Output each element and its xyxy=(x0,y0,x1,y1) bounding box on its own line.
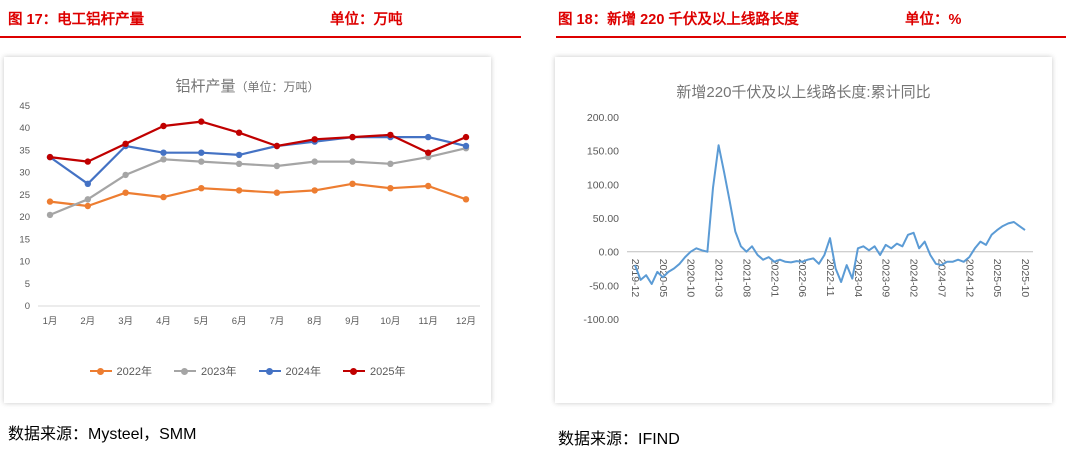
svg-text:3月: 3月 xyxy=(118,316,133,327)
svg-text:2025-10: 2025-10 xyxy=(1019,259,1031,298)
svg-text:45: 45 xyxy=(19,101,30,112)
svg-text:10: 10 xyxy=(19,257,30,268)
legend-item-2023年: 2023年 xyxy=(174,363,237,379)
chart-panel-new-lines: 新增220千伏及以上线路长度:累计同比 -100.00 -50.00 0.00 50.… xyxy=(555,57,1052,403)
chart-panel-aluminum-rod: 铝杆产量（单位：万吨） 0 5 10 15 20 25 30 35 40 45 1月 2月 3月 4月 5月… xyxy=(4,57,491,403)
legend-line-marker xyxy=(342,367,365,375)
svg-text:2023-04: 2023-04 xyxy=(852,259,864,298)
chart1-title: 铝杆产量（单位：万吨） xyxy=(4,57,491,96)
chart1-legend: 2022年 2023年 2024年 2025年 xyxy=(4,363,491,379)
divider-right xyxy=(556,36,1066,38)
legend-label: 2025年 xyxy=(369,366,406,378)
svg-text:2021-03: 2021-03 xyxy=(713,259,725,298)
legend-line-marker xyxy=(258,367,281,375)
figure17-title: 图 17：电工铝杆产量 xyxy=(8,12,145,28)
legend-item-2024年: 2024年 xyxy=(258,363,321,379)
legend-item-2022年: 2022年 xyxy=(89,363,153,379)
chart1-title-unit: （单位：万吨） xyxy=(235,80,320,94)
svg-text:1月: 1月 xyxy=(43,316,58,327)
svg-text:5月: 5月 xyxy=(194,316,209,327)
svg-text:10月: 10月 xyxy=(380,316,400,327)
legend-line-marker xyxy=(89,367,112,375)
svg-text:30: 30 xyxy=(19,168,30,179)
svg-text:50.00: 50.00 xyxy=(593,213,619,225)
svg-text:-50.00: -50.00 xyxy=(589,280,619,292)
chart2-title: 新增220千伏及以上线路长度:累计同比 xyxy=(555,57,1052,102)
figure17-unit: 单位：万吨 xyxy=(330,12,403,28)
svg-text:2024-07: 2024-07 xyxy=(935,259,947,298)
svg-text:200.00: 200.00 xyxy=(587,112,619,124)
source-left: 数据来源：Mysteel，SMM xyxy=(8,426,197,443)
svg-text:11月: 11月 xyxy=(419,316,438,327)
svg-text:-100.00: -100.00 xyxy=(583,314,619,326)
legend-label: 2024年 xyxy=(285,366,321,378)
figure18-title: 图 18：新增 220 千伏及以上线路长度 xyxy=(558,12,799,28)
legend-item-2025年: 2025年 xyxy=(342,363,406,379)
svg-text:0.00: 0.00 xyxy=(599,247,620,259)
divider-left xyxy=(0,36,521,38)
figure18-unit: 单位：% xyxy=(905,12,962,28)
new-lines-yoy-chart: -100.00 -50.00 0.00 50.00 100.00 150.00 200.00… xyxy=(583,112,1033,326)
svg-text:150.00: 150.00 xyxy=(587,146,619,158)
svg-text:2025-05: 2025-05 xyxy=(991,259,1003,298)
svg-text:5: 5 xyxy=(25,279,30,290)
svg-text:4月: 4月 xyxy=(156,316,171,327)
aluminum-rod-output-chart: 0 5 10 15 20 25 30 35 40 45 1月 2月 3月 4月 5月 6月 7月 8月 9月 10月 1… xyxy=(19,101,480,327)
svg-text:2022-06: 2022-06 xyxy=(796,259,808,298)
svg-text:2022-01: 2022-01 xyxy=(768,259,780,298)
svg-text:20: 20 xyxy=(19,212,30,223)
svg-text:2024-12: 2024-12 xyxy=(963,259,975,298)
chart2-title-text: 新增220千伏及以上线路长度:累计同比 xyxy=(676,84,931,101)
svg-text:2024-02: 2024-02 xyxy=(908,259,920,298)
svg-text:7月: 7月 xyxy=(270,316,285,327)
svg-text:2月: 2月 xyxy=(80,316,95,327)
svg-text:9月: 9月 xyxy=(345,316,360,327)
legend-line-marker xyxy=(174,367,197,375)
source-right: 数据来源：IFIND xyxy=(558,431,680,448)
svg-text:2021-08: 2021-08 xyxy=(740,259,752,298)
svg-text:15: 15 xyxy=(19,234,30,245)
svg-text:2023-09: 2023-09 xyxy=(880,259,892,298)
svg-text:0: 0 xyxy=(25,301,30,312)
svg-text:6月: 6月 xyxy=(232,316,247,327)
svg-text:25: 25 xyxy=(19,190,30,201)
chart1-title-text: 铝杆产量 xyxy=(175,78,236,95)
svg-text:35: 35 xyxy=(19,145,30,156)
svg-text:2022-11: 2022-11 xyxy=(824,259,836,297)
svg-text:8月: 8月 xyxy=(307,316,322,327)
svg-text:40: 40 xyxy=(19,123,30,134)
legend-label: 2022年 xyxy=(116,366,153,378)
svg-text:12月: 12月 xyxy=(456,316,476,327)
svg-text:2019-12: 2019-12 xyxy=(629,259,641,298)
svg-text:100.00: 100.00 xyxy=(587,179,619,191)
legend-label: 2023年 xyxy=(201,366,237,378)
svg-text:2020-10: 2020-10 xyxy=(685,259,697,298)
